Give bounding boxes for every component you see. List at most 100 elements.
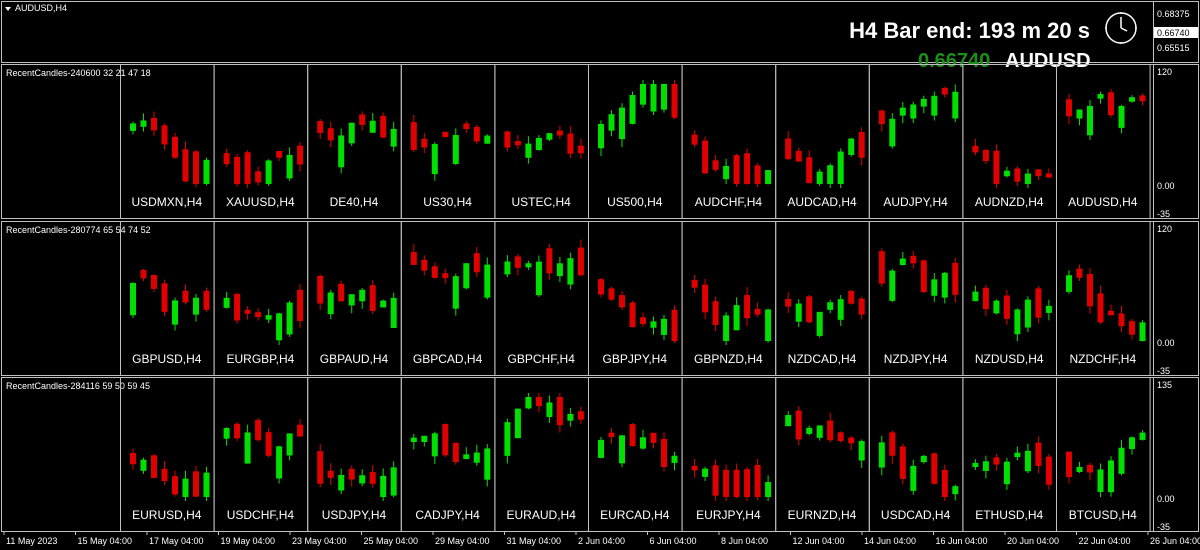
price-scale-frame (1153, 1, 1199, 63)
symbol-cell[interactable]: EURGBP,H4 (213, 221, 309, 376)
candle-body (1066, 99, 1072, 117)
candle-body (1139, 432, 1146, 440)
symbol-label: US30,H4 (423, 195, 472, 209)
symbol-cell[interactable]: USDJPY,H4 (307, 377, 402, 532)
symbol-cell[interactable]: USDCAD,H4 (868, 377, 964, 532)
candle-body (297, 145, 304, 165)
symbol-cell[interactable]: EURCAD,H4 (588, 377, 683, 532)
symbol-cell[interactable]: AUDJPY,H4 (868, 64, 964, 219)
symbol-cell[interactable]: GBPUSD,H4 (120, 221, 215, 376)
symbol-cell[interactable]: USDMXN,H4 (120, 64, 215, 219)
candle-body (640, 84, 646, 105)
candle-body (380, 475, 387, 497)
symbol-cell[interactable]: USTEC,H4 (494, 64, 589, 219)
scale-tick-top: 135 (1157, 380, 1172, 390)
symbol-cell[interactable]: GBPJPY,H4 (588, 221, 683, 376)
candle-body (1087, 105, 1093, 136)
candle-body (161, 468, 168, 482)
candle-body (671, 84, 678, 118)
candle-body (577, 411, 584, 420)
candle-body (161, 125, 168, 145)
candle-body (972, 462, 979, 468)
symbol-cell[interactable]: EURUSD,H4 (120, 377, 215, 532)
symbol-cell[interactable]: NZDCAD,H4 (775, 221, 870, 376)
candle-body (952, 262, 959, 295)
candle-body (837, 299, 844, 320)
candle-body (899, 107, 906, 116)
symbol-cell[interactable]: US30,H4 (400, 64, 496, 219)
indicator-label: RecentCandles-280774 65 54 74 52 (6, 225, 151, 235)
candle-body (525, 263, 532, 268)
symbol-label: NZDJPY,H4 (884, 352, 948, 366)
candle-body (172, 476, 178, 495)
candle-body (1076, 466, 1083, 473)
symbol-cell[interactable]: USDCHF,H4 (213, 377, 309, 532)
candle-body (1087, 464, 1093, 473)
candle-body (317, 275, 324, 304)
candle-body (671, 455, 678, 463)
candle-body (837, 151, 844, 184)
candle-body (151, 455, 157, 478)
candle-body (1139, 95, 1146, 102)
indicator-scale-frame (1153, 64, 1199, 219)
symbol-cell[interactable]: ETHUSD,H4 (962, 377, 1058, 532)
symbol-cell[interactable]: DE40,H4 (307, 64, 402, 219)
candle-body (889, 432, 896, 456)
candle-body (556, 263, 563, 277)
symbol-cell[interactable]: GBPNZD,H4 (681, 221, 777, 376)
symbol-label: NZDCAD,H4 (788, 352, 857, 366)
candle-body (1024, 299, 1031, 328)
symbol-cell[interactable]: GBPAUD,H4 (307, 221, 402, 376)
candle-body (140, 270, 147, 279)
symbol-cell[interactable]: CADJPY,H4 (400, 377, 496, 532)
candle-body (567, 413, 574, 421)
symbol-cell[interactable]: AUDNZD,H4 (962, 64, 1058, 219)
symbol-cell[interactable]: EURNZD,H4 (775, 377, 870, 532)
candle-body (1014, 309, 1021, 335)
candle-body (941, 272, 948, 298)
candle-body (421, 435, 428, 443)
symbol-cell[interactable]: NZDCHF,H4 (1056, 221, 1151, 376)
candle-body (297, 289, 304, 321)
candle-body (182, 290, 189, 303)
candle-body (982, 149, 989, 162)
symbol-cell[interactable]: XAUUSD,H4 (213, 64, 309, 219)
symbol-cell[interactable]: AUDCHF,H4 (681, 64, 777, 219)
candle-body (442, 424, 449, 456)
candle-body (1035, 442, 1042, 466)
symbol-cell[interactable]: GBPCAD,H4 (400, 221, 496, 376)
symbol-label: NZDUSD,H4 (975, 352, 1044, 366)
candle-body (1045, 456, 1052, 485)
symbol-cell[interactable]: EURAUD,H4 (494, 377, 589, 532)
candle-body (629, 424, 636, 447)
candle-body (754, 308, 761, 315)
symbol-cell[interactable]: AUDUSD,H4 (1056, 64, 1151, 219)
symbol-cell[interactable]: NZDUSD,H4 (962, 221, 1058, 376)
candle-body (1014, 452, 1021, 458)
candle-body (1024, 450, 1031, 472)
symbol-cell[interactable]: BTCUSD,H4 (1056, 377, 1151, 532)
candle-body (1097, 293, 1104, 323)
triangle-down-icon[interactable] (5, 7, 11, 11)
time-label: 16 Jun 04:00 (936, 536, 988, 546)
candle-body (619, 295, 625, 308)
symbol-cell[interactable]: GBPCHF,H4 (494, 221, 589, 376)
symbol-label: USDCAD,H4 (881, 508, 951, 522)
time-label: 23 May 04:00 (292, 536, 347, 546)
symbol-cell[interactable]: EURJPY,H4 (681, 377, 777, 532)
candle-body (816, 311, 823, 336)
candle-body (130, 282, 136, 316)
candle-body (1066, 275, 1072, 292)
candle-body (1024, 173, 1031, 184)
symbol-cell[interactable]: AUDCAD,H4 (775, 64, 870, 219)
symbol-label: GBPAUD,H4 (320, 352, 389, 366)
symbol-label: EURNZD,H4 (788, 508, 857, 522)
candle-body (1035, 169, 1042, 177)
candle-body (234, 156, 241, 184)
symbol-cell[interactable]: NZDJPY,H4 (868, 221, 964, 376)
symbol-cell[interactable]: US500,H4 (588, 64, 683, 219)
candle-body (1108, 310, 1114, 316)
candle-body (795, 410, 802, 440)
indicator-scale-frame (1153, 377, 1199, 532)
